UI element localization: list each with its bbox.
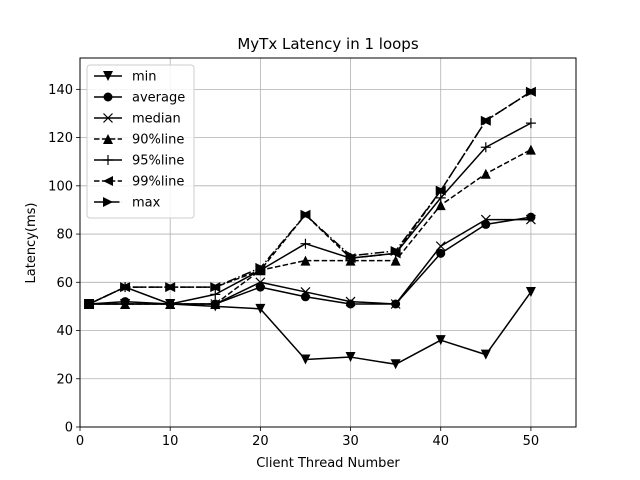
series-line [88, 91, 532, 305]
legend-item: average [94, 91, 185, 106]
data-point [120, 299, 131, 309]
x-tick-label: 20 [252, 434, 269, 449]
legend-marker [103, 176, 113, 186]
legend: min average median 90%line 95%line 99%line max [86, 64, 195, 219]
data-point [345, 296, 356, 307]
legend-label: median [132, 112, 181, 127]
data-point [210, 282, 221, 293]
x-tick-label: 10 [162, 434, 179, 449]
data-point [480, 349, 491, 360]
data-point [300, 255, 311, 266]
chart-title: MyTx Latency in 1 loops [237, 35, 418, 53]
y-axis-label: Latency(ms) [24, 203, 39, 284]
x-axis-ticks: 0 10 20 30 40 50 [76, 427, 539, 449]
data-point [390, 359, 401, 370]
legend-marker [103, 155, 113, 165]
legend-box [86, 64, 195, 219]
data-point [435, 185, 446, 196]
legend-label: max [132, 196, 161, 211]
legend-label: 90%line [132, 133, 184, 148]
data-point [525, 118, 536, 129]
data-point [390, 299, 401, 309]
legend-label: average [132, 91, 185, 106]
data-point [435, 335, 446, 346]
series-line [89, 148, 532, 305]
data-point [390, 245, 401, 256]
data-point [390, 255, 401, 266]
y-tick-label: 60 [56, 276, 73, 291]
data-point [255, 262, 266, 273]
data-point [435, 200, 446, 211]
legend-marker [103, 134, 113, 144]
x-tick-label: 40 [432, 434, 449, 449]
data-point [435, 241, 446, 252]
data-point [525, 86, 536, 97]
legend-item: min [94, 70, 157, 85]
legend-item: median [94, 112, 181, 127]
y-tick-label: 120 [48, 131, 73, 146]
data-point [480, 168, 491, 179]
legend-marker [103, 113, 113, 123]
x-tick-label: 50 [523, 434, 540, 449]
data-point [480, 115, 491, 126]
y-axis-ticks: 0 20 40 60 80 100 120 140 [48, 83, 80, 436]
data-point [255, 303, 266, 314]
legend-item: max [94, 196, 161, 211]
data-point [345, 352, 356, 363]
y-tick-label: 0 [65, 421, 73, 436]
x-tick-label: 30 [342, 434, 359, 449]
data-point [435, 192, 446, 203]
legend-marker [103, 197, 113, 207]
data-point [255, 277, 266, 288]
data-point [300, 292, 310, 302]
data-point [525, 144, 536, 155]
legend-marker [103, 92, 113, 102]
data-point [525, 214, 536, 225]
plot-frame [79, 57, 577, 428]
y-tick-label: 100 [48, 179, 73, 194]
legend-label: 95%line [132, 154, 184, 169]
y-tick-label: 140 [48, 83, 73, 98]
grid-lines [79, 58, 576, 428]
y-tick-label: 80 [56, 228, 73, 243]
data-point [165, 282, 176, 293]
data-point [480, 142, 491, 153]
series-max [84, 86, 536, 309]
legend-item: 95%line [94, 154, 184, 169]
legend-marker [103, 71, 113, 81]
legend-label: 99%line [132, 175, 184, 190]
x-tick-label: 0 [76, 434, 84, 449]
data-point [300, 287, 311, 297]
y-tick-label: 20 [56, 372, 73, 387]
data-point [525, 286, 536, 297]
data-point [210, 299, 221, 309]
data-point [300, 209, 311, 220]
data-point [165, 299, 176, 309]
y-tick-label: 40 [56, 324, 73, 339]
data-point [300, 238, 311, 249]
data-point [84, 299, 95, 309]
data-point [210, 289, 221, 300]
x-axis-label: Client Thread Number [256, 456, 400, 471]
data-point [480, 214, 491, 225]
legend-label: min [132, 70, 157, 85]
data-point [345, 250, 356, 261]
data-point [300, 354, 311, 365]
data-point [436, 248, 446, 258]
legend-item: 90%line [94, 133, 184, 148]
legend-item: 99%line [94, 175, 184, 190]
data-point [120, 282, 131, 293]
series-layer [84, 86, 536, 370]
